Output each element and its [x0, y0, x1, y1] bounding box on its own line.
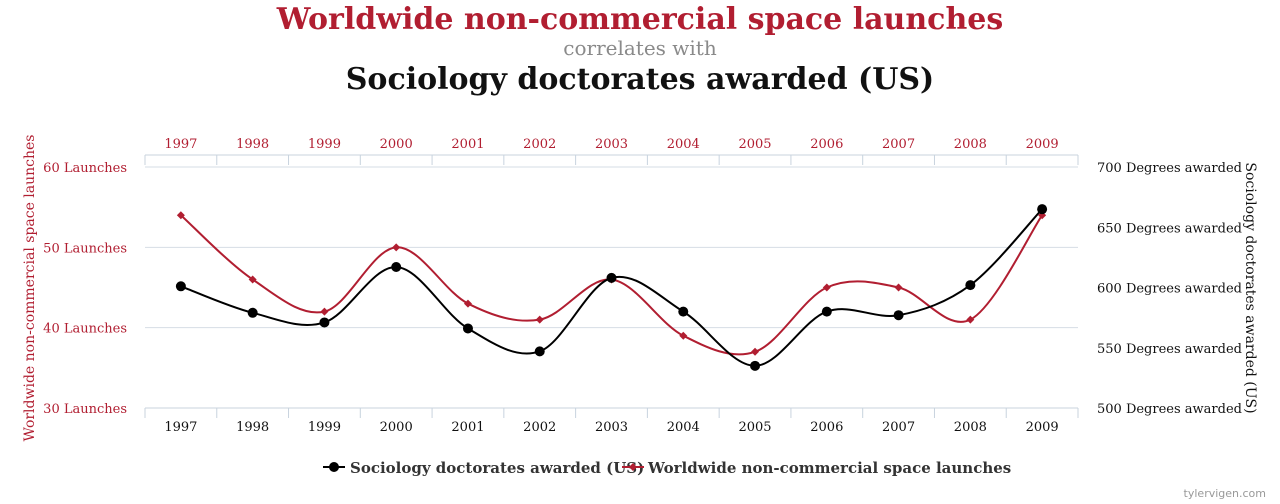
top-x-tick-label: 1998: [236, 137, 269, 152]
bottom-x-tick-label: 2004: [667, 420, 700, 435]
right-y-tick-label: 600 Degrees awarded: [1097, 282, 1242, 297]
legend-swatch-marker-launches: [629, 463, 637, 471]
title-connector: correlates with: [563, 36, 717, 60]
space-launches-point: [966, 315, 975, 324]
legend-label-launches: Worldwide non-commercial space launches: [647, 459, 1011, 477]
top-x-tick-label: 2007: [882, 137, 915, 152]
legend-swatch-marker-doctorates: [329, 462, 339, 472]
space-launches-point: [176, 211, 185, 220]
space-launches-point: [535, 315, 544, 324]
sociology-doctorates-point: [750, 360, 761, 371]
space-launches-point: [751, 347, 760, 356]
right-y-tick-label: 650 Degrees awarded: [1097, 221, 1242, 236]
bottom-x-tick-label: 2009: [1026, 420, 1059, 435]
title-series-b: Sociology doctorates awarded (US): [345, 62, 935, 97]
bottom-x-tick-label: 2000: [380, 420, 413, 435]
sociology-doctorates-point: [965, 280, 976, 291]
space-launches-point: [248, 275, 257, 284]
sociology-doctorates-point: [247, 307, 258, 318]
top-x-tick-label: 2002: [523, 137, 556, 152]
top-x-tick-label: 2005: [738, 137, 771, 152]
credit-text: tylervigen.com: [1183, 487, 1266, 500]
sociology-doctorates-point: [821, 306, 832, 317]
space-launches-point: [679, 331, 688, 340]
left-y-tick-label: 60 Launches: [43, 161, 127, 176]
space-launches-point: [822, 283, 831, 292]
bottom-x-tick-label: 1999: [308, 420, 341, 435]
sociology-doctorates-point: [678, 306, 689, 317]
bottom-x-tick-label: 2001: [451, 420, 484, 435]
top-x-tick-label: 2000: [380, 137, 413, 152]
bottom-x-tick-label: 2002: [523, 420, 556, 435]
sociology-doctorates-point: [391, 262, 402, 273]
sociology-doctorates-point: [534, 346, 545, 357]
right-y-tick-label: 700 Degrees awarded: [1097, 161, 1242, 176]
sociology-doctorates-point: [319, 317, 330, 328]
sociology-doctorates-point: [606, 272, 617, 283]
top-x-tick-label: 2003: [595, 137, 628, 152]
top-x-tick-label: 2008: [954, 137, 987, 152]
title-series-a: Worldwide non-commercial space launches: [276, 2, 1004, 37]
left-y-tick-label: 50 Launches: [43, 241, 127, 256]
space-launches-point: [463, 299, 472, 308]
top-x-tick-label: 1997: [164, 137, 197, 152]
bottom-x-tick-label: 2005: [738, 420, 771, 435]
space-launches-line: [180, 214, 1043, 356]
space-launches-point: [894, 283, 903, 292]
space-launches-point: [392, 243, 401, 252]
bottom-x-tick-label: 2006: [810, 420, 843, 435]
legend-label-doctorates: Sociology doctorates awarded (US): [350, 459, 644, 477]
left-y-tick-label: 40 Launches: [43, 322, 127, 337]
top-x-tick-label: 1999: [308, 137, 341, 152]
bottom-x-tick-label: 1997: [164, 420, 197, 435]
top-x-tick-label: 2009: [1026, 137, 1059, 152]
bottom-x-tick-label: 2008: [954, 420, 987, 435]
right-axis-title: Sociology doctorates awarded (US): [1242, 162, 1258, 413]
top-x-tick-label: 2004: [667, 137, 700, 152]
sociology-doctorates-point: [175, 281, 186, 292]
top-x-tick-label: 2001: [451, 137, 484, 152]
sociology-doctorates-point: [893, 310, 904, 321]
left-y-tick-label: 30 Launches: [43, 402, 127, 417]
bottom-x-tick-label: 1998: [236, 420, 269, 435]
bottom-x-tick-label: 2003: [595, 420, 628, 435]
sociology-doctorates-point: [1037, 204, 1048, 215]
right-y-tick-label: 550 Degrees awarded: [1097, 342, 1242, 357]
right-y-tick-label: 500 Degrees awarded: [1097, 402, 1242, 417]
sociology-doctorates-point: [462, 323, 473, 334]
top-x-tick-label: 2006: [810, 137, 843, 152]
left-axis-title: Worldwide non-commercial space launches: [22, 135, 38, 442]
bottom-x-tick-label: 2007: [882, 420, 915, 435]
sociology-doctorates-line: [180, 208, 1043, 367]
space-launches-point: [320, 307, 329, 316]
